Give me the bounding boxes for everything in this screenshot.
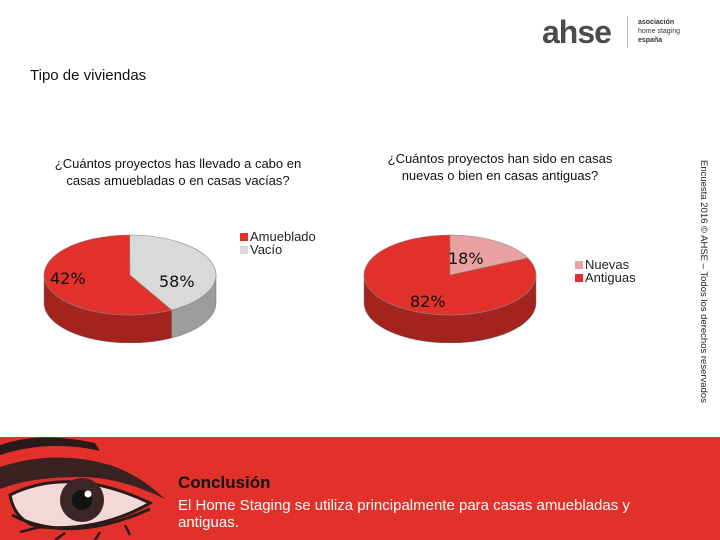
legend-item-antiguas: Antiguas [575,271,636,284]
conclusion-banner: Conclusión El Home Staging se utiliza pr… [0,437,720,540]
chart-2-label-antiguas: 82% [410,292,446,311]
logo-line-1: asociación [638,19,675,26]
pie-slice-vacío [129,234,217,311]
chart-2-label-nuevas: 18% [448,249,484,268]
pie-slice-amueblado [43,234,173,316]
chart-1-title: ¿Cuántos proyectos has llevado a cabo en… [54,156,302,188]
eye-illustration [0,437,165,540]
legend-item-vacio: Vacío [240,243,316,256]
logo-line-3: españa [638,37,663,44]
legend-swatch-vacio [240,245,248,254]
chart-1-label-amueblado: 58% [159,272,195,291]
pie-slice-antiguas [363,234,537,316]
logo-line-2: home staging [638,28,681,35]
legend-label-antiguas: Antiguas [585,270,636,285]
chart-2-title: ¿Cuántos proyectos han sido en casas nue… [387,151,613,183]
legend-swatch-nuevas [575,260,583,269]
pie-slice-nuevas [449,234,529,276]
legend-label-nuevas: Nuevas [585,257,630,272]
chart-1-label-vacio: 42% [50,269,86,288]
chart-2-pie [363,234,537,343]
legend-item-nuevas: Nuevas [575,258,636,271]
conclusion-title: Conclusión [178,473,271,492]
copyright-text: Encuesta 2016 © AHSE – Todos los derecho… [698,160,709,403]
legend-swatch-antiguas [575,273,583,282]
logo-brand: ahse [542,14,612,50]
chart-1-pie [43,234,217,343]
ahse-logo: ahse asociación home staging españa [532,12,712,52]
copyright-note: Encuesta 2016 © AHSE – Todos los derecho… [697,160,709,420]
chart-1-legend: Amueblado Vacío [240,230,316,256]
chart-2-legend: Nuevas Antiguas [575,258,636,284]
page-title: Tipo de viviendas [30,67,147,84]
legend-swatch-amueblado [240,232,248,241]
logo-subtitle: asociación home staging españa [638,18,718,45]
conclusion-text: El Home Staging se utiliza principalment… [178,497,630,531]
logo-divider [627,16,628,48]
legend-item-amueblado: Amueblado [240,230,316,243]
legend-label-vacio: Vacío [250,242,283,257]
legend-label-amueblado: Amueblado [250,229,316,244]
